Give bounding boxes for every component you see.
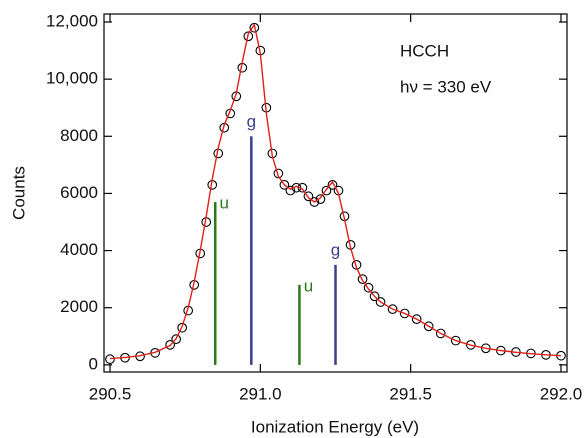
data-point [450,335,461,346]
data-point [303,191,314,202]
stick-label: u [220,193,229,212]
annotation: HCCH [400,41,449,60]
data-point [321,185,332,196]
data-point [171,334,182,344]
y-tick-label: 4000 [60,240,98,259]
y-tick-label: 2000 [60,297,98,316]
stick-label: u [304,276,313,295]
data-point [285,185,296,196]
data-point [465,340,476,350]
data-point [357,274,368,284]
y-axis-label: Counts [9,166,28,220]
data-point [435,328,446,339]
data-point [243,31,254,42]
y-tick-label: 10,000 [46,69,98,88]
data-point [309,197,320,207]
data-point [105,354,115,364]
data-point [375,297,386,307]
fit-line [109,23,562,360]
y-tick-label: 0 [89,354,98,373]
data-point [249,22,260,33]
x-axis-label: Ionization Energy (eV) [251,417,419,436]
x-tick-label: 291.5 [389,384,432,403]
y-tick-label: 6000 [60,183,98,202]
data-point [177,322,188,333]
x-tick-label: 290.5 [89,384,132,403]
data-point [279,180,290,190]
data-point [315,194,326,204]
data-point [363,282,374,293]
data-point [327,180,338,190]
y-tick-label: 12,000 [46,11,98,30]
x-tick-label: 292.0 [540,384,583,403]
data-point [399,308,410,319]
stick-label: g [247,112,256,131]
data-point [423,321,434,332]
x-tick-label: 291.0 [239,384,282,403]
data-point [165,340,175,350]
stick-label: g [331,240,340,259]
annotation: hν = 330 eV [400,77,492,96]
data-point [369,291,380,302]
data-point [273,168,284,179]
y-tick-label: 8000 [60,126,98,145]
data-point [387,304,398,314]
data-point [411,314,422,324]
